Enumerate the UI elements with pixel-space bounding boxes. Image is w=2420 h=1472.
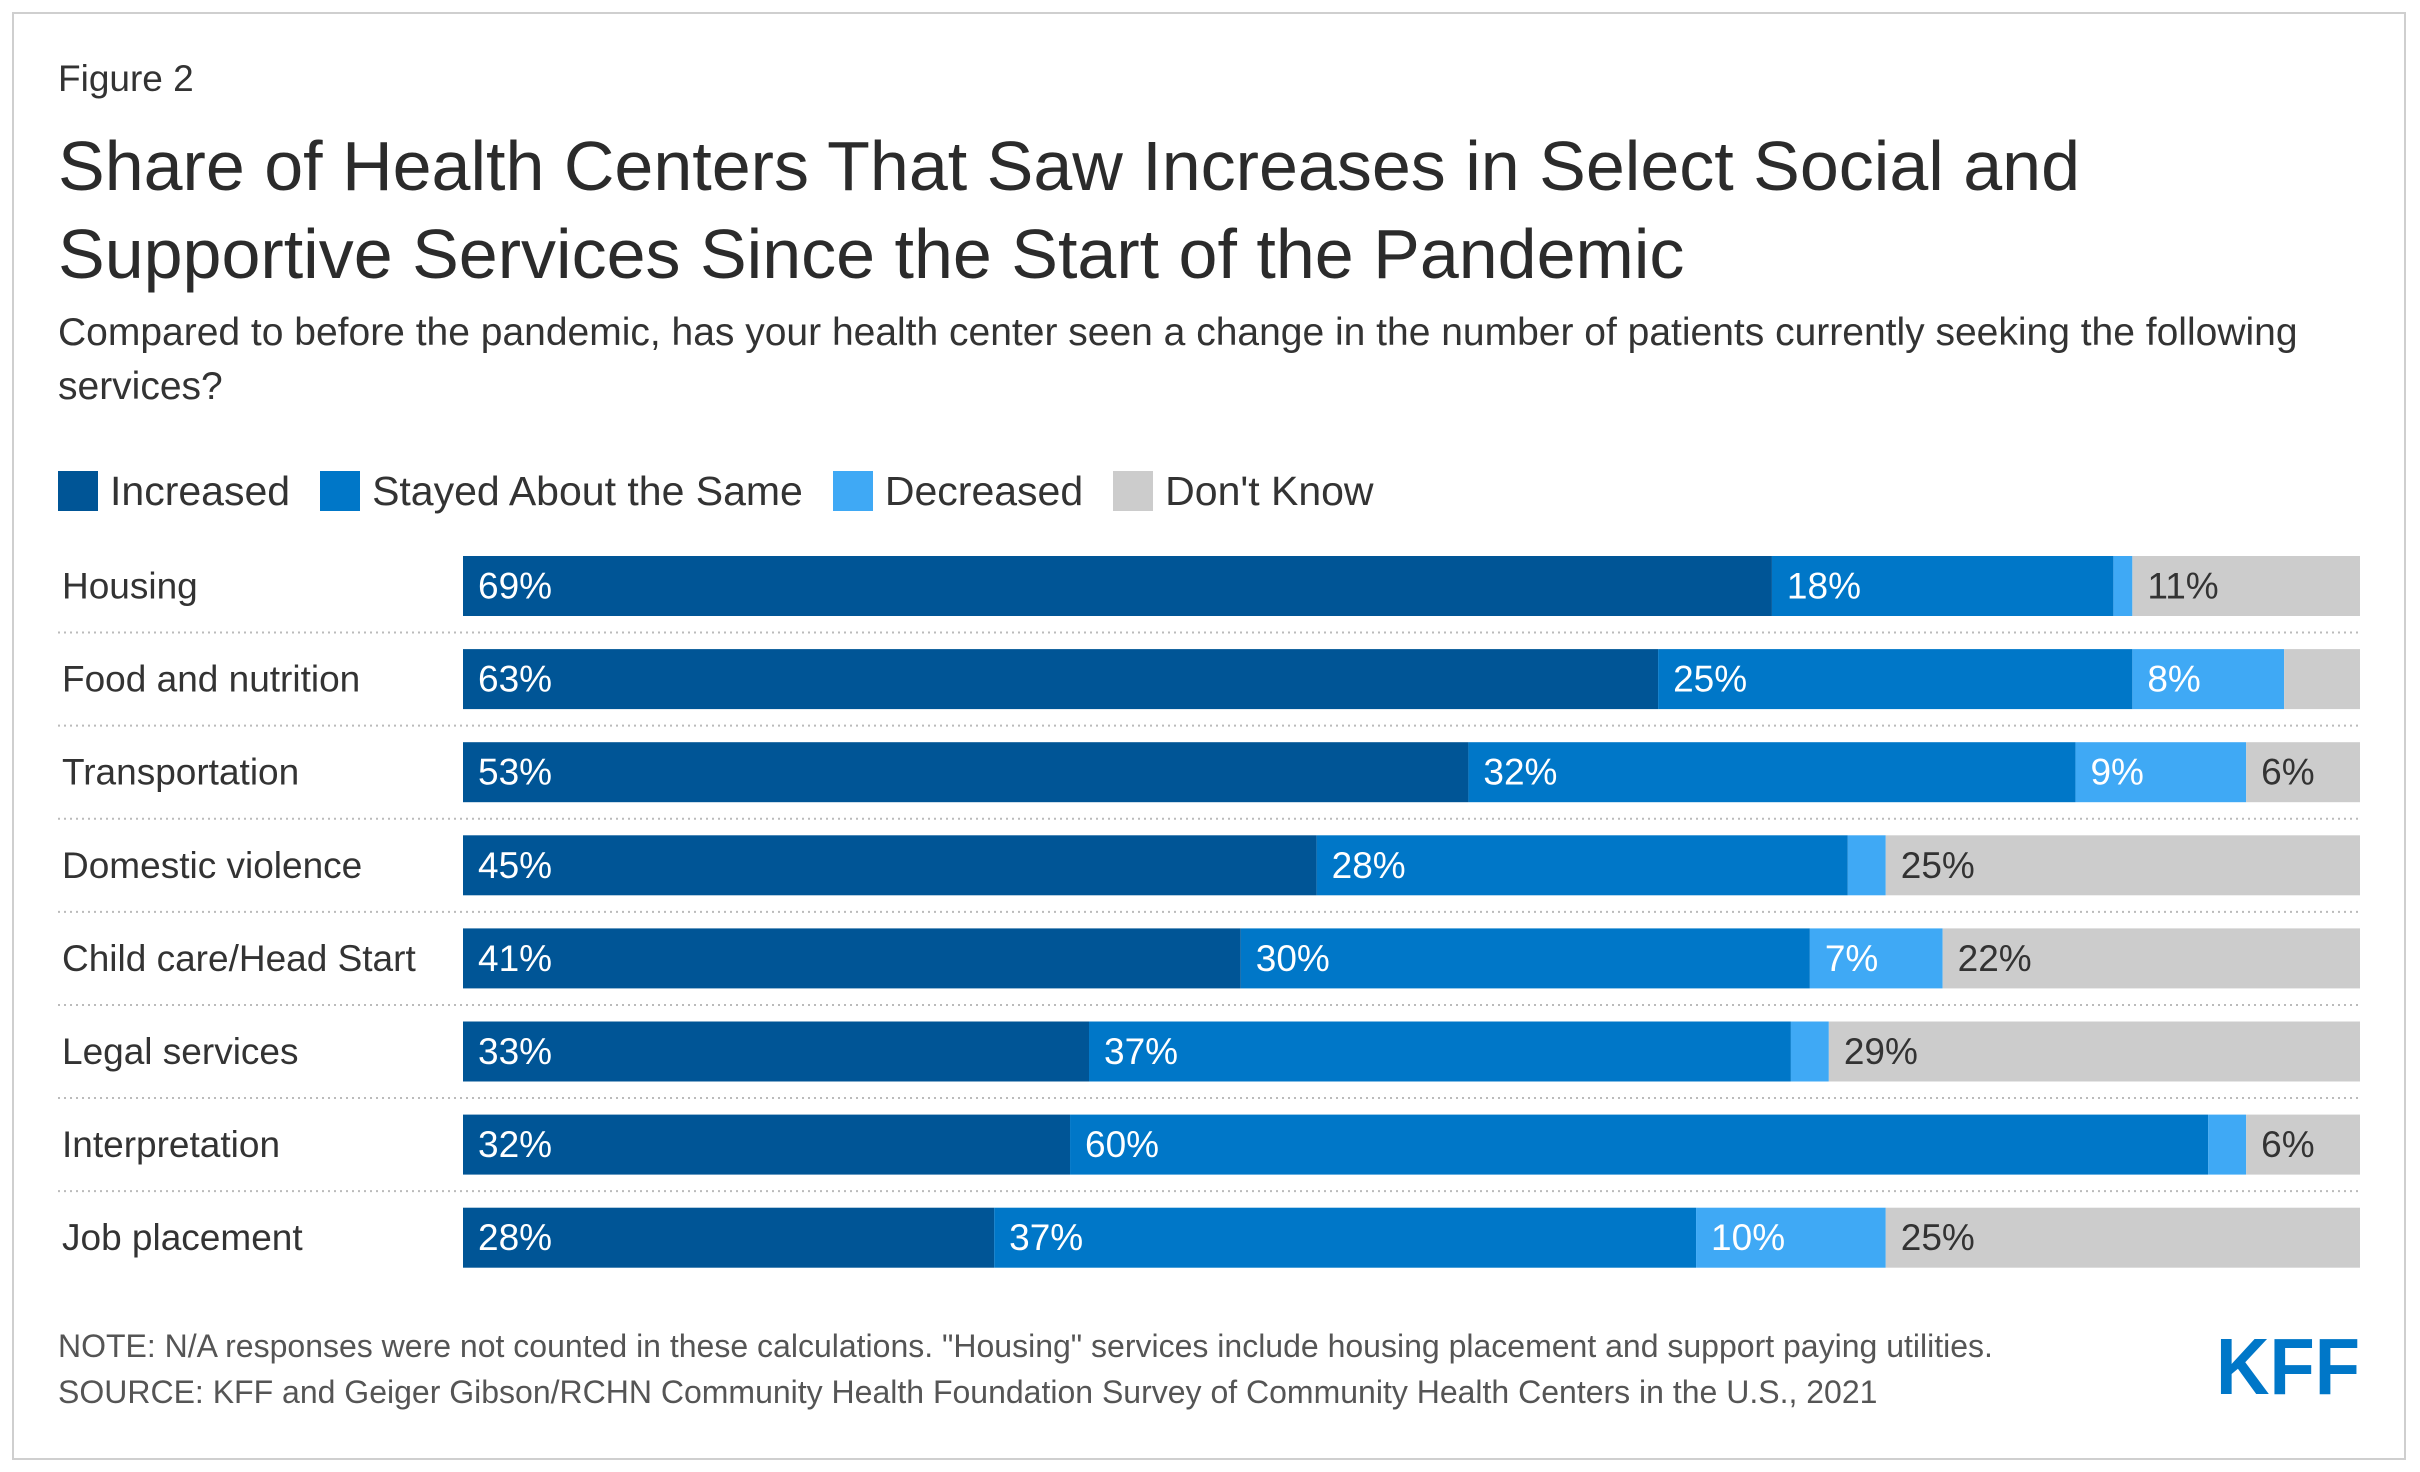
- bar-segment-interpretation-3: [2246, 1114, 2360, 1175]
- data-label-child-care-head-start-1: 30%: [1256, 938, 1330, 979]
- bar-segment-interpretation-2: [2208, 1114, 2247, 1175]
- legend-item-decreased: Decreased: [832, 467, 1084, 515]
- bar-segment-interpretation-0: [463, 1114, 1071, 1175]
- category-label-domestic-violence: Domestic violence: [62, 845, 362, 886]
- data-label-child-care-head-start-3: 22%: [1958, 938, 2032, 979]
- chart-title: Share of Health Centers That Saw Increas…: [58, 127, 2081, 293]
- bar-segment-transportation-2: [2075, 742, 2247, 803]
- data-label-child-care-head-start-2: 7%: [1825, 938, 1878, 979]
- data-label-food-and-nutrition-2: 8%: [2147, 659, 2200, 700]
- legend-swatch-increased: [58, 471, 98, 511]
- category-label-child-care-head-start: Child care/Head Start: [62, 938, 416, 979]
- category-label-legal-services: Legal services: [62, 1031, 299, 1072]
- data-label-legal-services-3: 29%: [1844, 1031, 1918, 1072]
- legend-item-dont-know: Don't Know: [1113, 467, 1374, 515]
- figure-frame: [12, 12, 2406, 1460]
- category-label-housing: Housing: [62, 566, 198, 607]
- category-label-interpretation: Interpretation: [62, 1124, 280, 1165]
- legend-swatch-dont-know: [1113, 471, 1154, 511]
- bar-segment-food-and-nutrition-0: [463, 649, 1659, 710]
- bar-segment-job-placement-1: [994, 1207, 1697, 1268]
- kff-logo-text: KFF: [2216, 1332, 2360, 1402]
- bar-segment-job-placement-2: [1696, 1207, 1886, 1268]
- data-label-legal-services-1: 37%: [1104, 1031, 1178, 1072]
- bar-segment-child-care-head-start-3: [1942, 928, 2360, 989]
- bar-segment-domestic-violence-0: [463, 835, 1317, 896]
- bar-segment-transportation-1: [1468, 742, 2076, 803]
- data-label-legal-services-0: 33%: [478, 1031, 552, 1072]
- data-label-job-placement-0: 28%: [478, 1217, 552, 1258]
- chart-source: SOURCE: KFF and Geiger Gibson/RCHN Commu…: [58, 1374, 1878, 1410]
- kff-logo: KFF: [2216, 1332, 2360, 1402]
- bar-segment-legal-services-3: [1828, 1021, 2360, 1082]
- data-label-interpretation-0: 32%: [478, 1124, 552, 1165]
- bar-segment-legal-services-0: [463, 1021, 1090, 1082]
- data-label-domestic-violence-1: 28%: [1332, 845, 1406, 886]
- category-label-transportation: Transportation: [62, 752, 299, 793]
- bar-segment-domestic-violence-1: [1316, 835, 1848, 896]
- chart-subtitle: Compared to before the pandemic, has you…: [58, 311, 2298, 408]
- stacked-bar-chart: Housing 69% 18% 11% Food and nutrition 63% 25%…: [58, 556, 2360, 1268]
- bar-segment-domestic-violence-3: [1885, 835, 2360, 896]
- data-label-interpretation-1: 60%: [1085, 1124, 1159, 1165]
- bar-segment-job-placement-0: [463, 1207, 995, 1268]
- bar-segment-housing-1: [1771, 556, 2114, 616]
- legend-swatch-stayed: [320, 471, 361, 511]
- bar-segment-job-placement-3: [1885, 1207, 2360, 1268]
- bar-segment-legal-services-1: [1089, 1021, 1791, 1082]
- legend: Increased Stayed About the Same Decrease…: [58, 466, 1404, 516]
- bar-segment-transportation-0: [463, 742, 1469, 803]
- legend-swatch-decreased: [832, 471, 873, 511]
- data-label-transportation-0: 53%: [478, 752, 552, 793]
- bar-segment-domestic-violence-2: [1847, 835, 1886, 896]
- data-label-interpretation-3: 6%: [2261, 1124, 2314, 1165]
- data-label-job-placement-1: 37%: [1009, 1217, 1083, 1258]
- data-label-child-care-head-start-0: 41%: [478, 938, 552, 979]
- data-label-housing-0: 69%: [478, 566, 552, 607]
- bar-segment-food-and-nutrition-2: [2132, 649, 2285, 710]
- legend-label-increased: Increased: [110, 467, 291, 514]
- data-label-transportation-1: 32%: [1483, 752, 1557, 793]
- legend-label-decreased: Decreased: [884, 467, 1084, 514]
- data-label-transportation-2: 9%: [2090, 752, 2143, 793]
- chart-note: NOTE: N/A responses were not counted in …: [58, 1328, 1993, 1364]
- bar-segment-food-and-nutrition-1: [1658, 649, 2133, 710]
- bar-segment-housing-0: [463, 556, 1772, 616]
- legend-label-stayed: Stayed About the Same: [372, 467, 803, 514]
- bar-segment-child-care-head-start-1: [1240, 928, 1810, 989]
- bar-segment-child-care-head-start-0: [463, 928, 1241, 989]
- data-label-domestic-violence-0: 45%: [478, 845, 552, 886]
- bar-segment-housing-3: [2132, 556, 2360, 616]
- data-label-job-placement-3: 25%: [1901, 1217, 1975, 1258]
- bar-segment-interpretation-1: [1070, 1114, 2209, 1175]
- data-label-housing-3: 11%: [2147, 566, 2218, 607]
- legend-label-dont-know: Don't Know: [1165, 467, 1374, 514]
- bar-segment-food-and-nutrition-3: [2284, 649, 2360, 710]
- data-label-domestic-violence-3: 25%: [1901, 845, 1975, 886]
- bar-segment-child-care-head-start-2: [1809, 928, 1943, 989]
- data-label-food-and-nutrition-1: 25%: [1673, 659, 1747, 700]
- category-label-food-and-nutrition: Food and nutrition: [62, 659, 360, 700]
- bar-segment-legal-services-2: [1790, 1021, 1829, 1082]
- data-label-housing-1: 18%: [1787, 566, 1861, 607]
- legend-item-stayed: Stayed About the Same: [320, 468, 803, 515]
- bar-segment-transportation-3: [2246, 742, 2360, 803]
- data-label-food-and-nutrition-0: 63%: [478, 659, 552, 700]
- data-label-transportation-3: 6%: [2261, 752, 2314, 793]
- data-label-job-placement-2: 10%: [1711, 1217, 1785, 1258]
- figure-label: Figure 2: [58, 58, 194, 99]
- bar-segment-housing-2: [2113, 556, 2133, 616]
- category-label-job-placement: Job placement: [62, 1217, 303, 1258]
- legend-item-increased: Increased: [58, 468, 290, 515]
